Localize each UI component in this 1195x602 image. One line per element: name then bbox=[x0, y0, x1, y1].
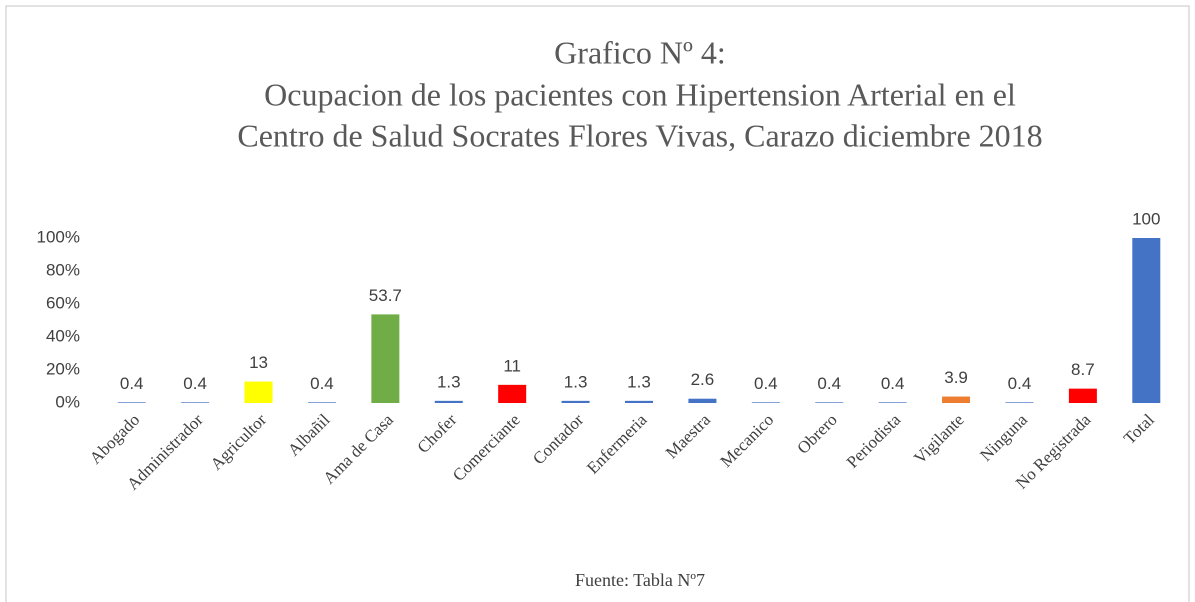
data-label: 1.3 bbox=[564, 372, 588, 391]
data-label: 0.4 bbox=[881, 374, 905, 393]
x-tick-label: Abogado bbox=[86, 410, 144, 468]
x-tick-label: Vigilante bbox=[910, 410, 967, 467]
bar bbox=[561, 400, 590, 403]
x-tick-label: Chofer bbox=[414, 410, 461, 457]
bar bbox=[942, 396, 971, 403]
data-label: 0.4 bbox=[120, 374, 144, 393]
x-tick-label: Mecanico bbox=[717, 410, 778, 471]
bar bbox=[625, 400, 653, 403]
bar bbox=[815, 402, 844, 403]
data-label: 0.4 bbox=[310, 374, 334, 393]
bar bbox=[751, 402, 780, 403]
bar bbox=[878, 402, 907, 403]
bar bbox=[1068, 388, 1097, 403]
data-label: 0.4 bbox=[1008, 374, 1032, 393]
bar bbox=[688, 398, 717, 403]
chart-title: Centro de Salud Socrates Flores Vivas, C… bbox=[237, 117, 1042, 153]
y-tick-label: 100% bbox=[37, 227, 80, 246]
bar bbox=[307, 402, 336, 403]
x-tick-label: Comerciante bbox=[449, 410, 524, 485]
bar bbox=[117, 402, 146, 403]
bar bbox=[434, 400, 463, 403]
bar bbox=[1005, 402, 1034, 403]
y-tick-label: 20% bbox=[46, 359, 80, 378]
y-tick-label: 40% bbox=[46, 326, 80, 345]
x-tick-label: Obrero bbox=[793, 410, 840, 457]
y-tick-label: 80% bbox=[46, 260, 80, 279]
y-tick-label: 60% bbox=[46, 293, 80, 312]
data-label: 3.9 bbox=[944, 368, 968, 387]
source-note: Fuente: Tabla Nº7 bbox=[575, 570, 705, 590]
bar bbox=[1132, 238, 1161, 403]
data-label: 53.7 bbox=[369, 286, 402, 305]
bar bbox=[181, 402, 210, 403]
bar bbox=[371, 314, 400, 403]
x-tick-label: Contador bbox=[529, 410, 587, 468]
x-tick-label: Albañil bbox=[284, 410, 334, 460]
y-tick-label: 0% bbox=[55, 392, 80, 411]
chart-title: Grafico Nº 4: bbox=[554, 34, 726, 70]
x-tick-label: Ninguna bbox=[976, 410, 1031, 465]
chart-frame bbox=[5, 5, 1190, 602]
data-label: 8.7 bbox=[1071, 360, 1095, 379]
data-label: 13 bbox=[249, 353, 268, 372]
data-label: 0.4 bbox=[183, 374, 207, 393]
data-label: 0.4 bbox=[817, 374, 841, 393]
chart-title: Ocupacion de los pacientes con Hipertens… bbox=[264, 76, 1016, 112]
x-tick-label: Maestra bbox=[662, 410, 714, 462]
data-label: 100 bbox=[1132, 209, 1160, 228]
x-tick-label: Total bbox=[1120, 410, 1158, 448]
x-tick-label: Agricultor bbox=[207, 410, 271, 474]
data-label: 11 bbox=[503, 356, 521, 375]
bar bbox=[498, 384, 527, 403]
data-label: 1.3 bbox=[627, 372, 651, 391]
data-label: 1.3 bbox=[437, 372, 461, 391]
data-label: 0.4 bbox=[754, 374, 778, 393]
bar bbox=[244, 381, 273, 403]
data-label: 2.6 bbox=[691, 370, 715, 389]
x-tick-label: Periodista bbox=[843, 410, 905, 472]
x-tick-label: Enfermeria bbox=[583, 410, 651, 478]
